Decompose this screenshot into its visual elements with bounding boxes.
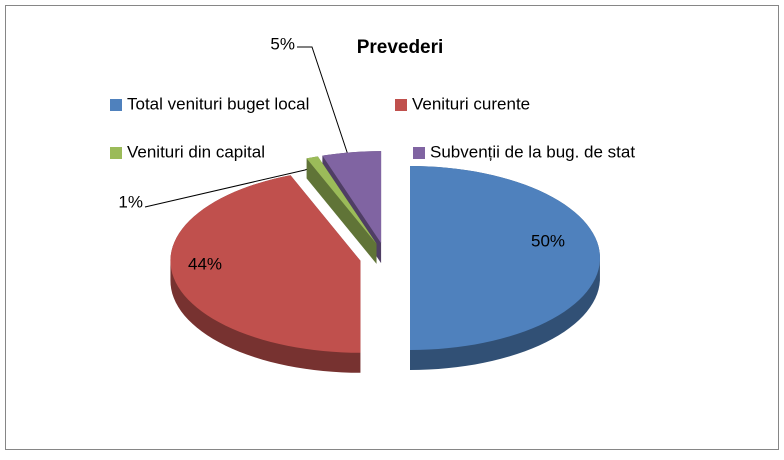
chart-title: Prevederi — [357, 37, 444, 58]
chart-frame — [5, 5, 779, 450]
data-label: 50% — [531, 231, 565, 250]
leader-line — [297, 46, 349, 156]
data-label: 1% — [118, 192, 143, 211]
legend-swatch — [395, 99, 407, 111]
slice — [170, 175, 361, 353]
legend-label: Total venituri buget local — [127, 94, 309, 113]
legend-label: Subvenții de la bug. de stat — [430, 142, 635, 161]
slice — [322, 151, 382, 244]
slice — [306, 156, 377, 244]
legend-label: Venituri din capital — [127, 142, 265, 161]
data-label: 5% — [270, 34, 295, 53]
slice — [410, 166, 600, 350]
legend-swatch — [110, 147, 122, 159]
legend-swatch — [110, 99, 122, 111]
legend-label: Venituri curente — [412, 94, 530, 113]
slice-side — [306, 156, 377, 264]
legend-swatch — [413, 147, 425, 159]
data-label: 44% — [188, 254, 222, 273]
